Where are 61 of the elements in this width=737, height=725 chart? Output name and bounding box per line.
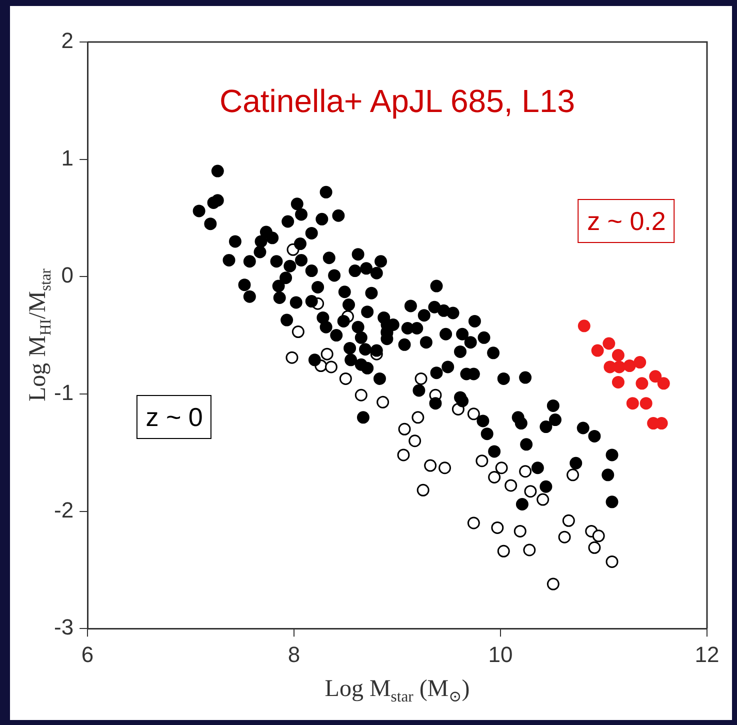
point <box>566 468 580 482</box>
point <box>602 337 616 350</box>
point <box>438 462 452 474</box>
y-tick-label: 2 <box>61 28 74 54</box>
point <box>626 397 639 410</box>
point <box>612 376 624 388</box>
point <box>562 514 575 527</box>
point <box>592 530 605 542</box>
point <box>606 555 618 568</box>
point <box>412 411 424 424</box>
point <box>649 370 662 383</box>
y-tick-label: -3 <box>54 614 74 640</box>
point <box>467 516 480 530</box>
point <box>504 479 518 492</box>
point <box>467 408 480 420</box>
point <box>497 544 510 558</box>
point <box>424 459 437 472</box>
point <box>591 344 604 357</box>
x-tick-label: 6 <box>81 642 94 667</box>
point <box>634 356 646 369</box>
point <box>354 388 368 402</box>
point <box>588 541 601 554</box>
x-tick-label: 12 <box>694 642 720 667</box>
point <box>514 524 526 538</box>
point <box>536 493 550 506</box>
x-tick-label: 8 <box>288 642 300 667</box>
point <box>519 465 532 478</box>
point <box>657 377 670 390</box>
annotation: Catinella+ ApJL 685, L13 <box>220 82 576 119</box>
point <box>636 377 648 390</box>
point <box>320 348 334 360</box>
y-tick-label: 0 <box>61 262 74 288</box>
point <box>612 348 624 362</box>
point <box>408 434 422 448</box>
point <box>376 396 390 408</box>
point <box>292 326 304 338</box>
point <box>523 544 536 556</box>
annotation: z ~ 0.2 <box>578 198 675 243</box>
point <box>398 422 411 436</box>
point <box>339 372 352 385</box>
point <box>397 448 410 462</box>
point <box>488 471 501 484</box>
y-tick-label: -2 <box>54 497 74 522</box>
point <box>640 397 652 410</box>
y-tick-label: -1 <box>54 380 74 406</box>
point <box>491 521 504 534</box>
point <box>414 372 428 385</box>
point <box>495 462 508 474</box>
y-tick-label: 1 <box>61 145 74 170</box>
point <box>286 351 298 364</box>
point <box>476 454 488 468</box>
point <box>546 578 560 590</box>
x-axis-title: Log M$_{star}$ (M$_{⊙}$) <box>324 675 470 706</box>
point <box>416 484 430 496</box>
point <box>623 360 636 372</box>
point <box>558 530 571 544</box>
point <box>578 320 590 332</box>
point <box>324 360 338 374</box>
point <box>524 485 537 498</box>
annotation: z ~ 0 <box>136 395 212 440</box>
x-tick-label: 10 <box>488 642 513 667</box>
